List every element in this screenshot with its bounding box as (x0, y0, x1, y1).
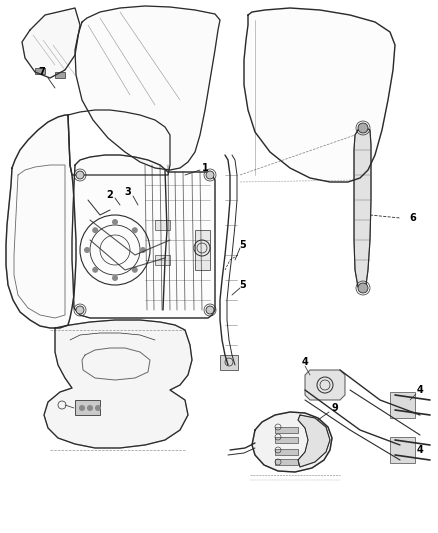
Text: 9: 9 (332, 403, 339, 413)
Text: 5: 5 (240, 280, 246, 290)
Circle shape (95, 405, 101, 411)
Text: 4: 4 (417, 445, 424, 455)
Polygon shape (72, 155, 215, 318)
Circle shape (132, 267, 138, 273)
Text: 4: 4 (302, 357, 308, 367)
Text: 2: 2 (106, 190, 113, 200)
Text: 3: 3 (125, 187, 131, 197)
Polygon shape (155, 255, 170, 265)
Circle shape (76, 171, 84, 179)
Text: 4: 4 (417, 385, 424, 395)
Polygon shape (22, 8, 80, 78)
Text: 5: 5 (240, 240, 246, 250)
Circle shape (87, 405, 93, 411)
Polygon shape (390, 392, 415, 418)
Text: 1: 1 (201, 163, 208, 173)
Polygon shape (55, 72, 65, 78)
Polygon shape (44, 320, 192, 448)
Polygon shape (6, 115, 76, 328)
Text: 7: 7 (39, 67, 46, 77)
Circle shape (358, 283, 368, 293)
Polygon shape (35, 68, 45, 74)
Circle shape (92, 227, 98, 233)
Polygon shape (275, 437, 298, 443)
Polygon shape (390, 437, 415, 463)
Polygon shape (155, 220, 170, 230)
Circle shape (84, 247, 90, 253)
Circle shape (79, 405, 85, 411)
Circle shape (132, 227, 138, 233)
Polygon shape (305, 370, 345, 400)
Circle shape (76, 306, 84, 314)
Circle shape (358, 123, 368, 133)
Polygon shape (275, 459, 298, 465)
Polygon shape (75, 400, 100, 415)
Polygon shape (195, 230, 210, 270)
Polygon shape (298, 415, 330, 467)
Circle shape (140, 247, 146, 253)
Text: 6: 6 (410, 213, 417, 223)
Polygon shape (75, 6, 220, 170)
Polygon shape (244, 8, 395, 182)
Polygon shape (252, 412, 332, 472)
Circle shape (112, 275, 118, 281)
Circle shape (112, 219, 118, 225)
Polygon shape (354, 128, 371, 288)
Polygon shape (220, 355, 238, 370)
Polygon shape (275, 449, 298, 455)
Polygon shape (275, 427, 298, 433)
Circle shape (92, 267, 98, 273)
Circle shape (206, 171, 214, 179)
Circle shape (206, 306, 214, 314)
